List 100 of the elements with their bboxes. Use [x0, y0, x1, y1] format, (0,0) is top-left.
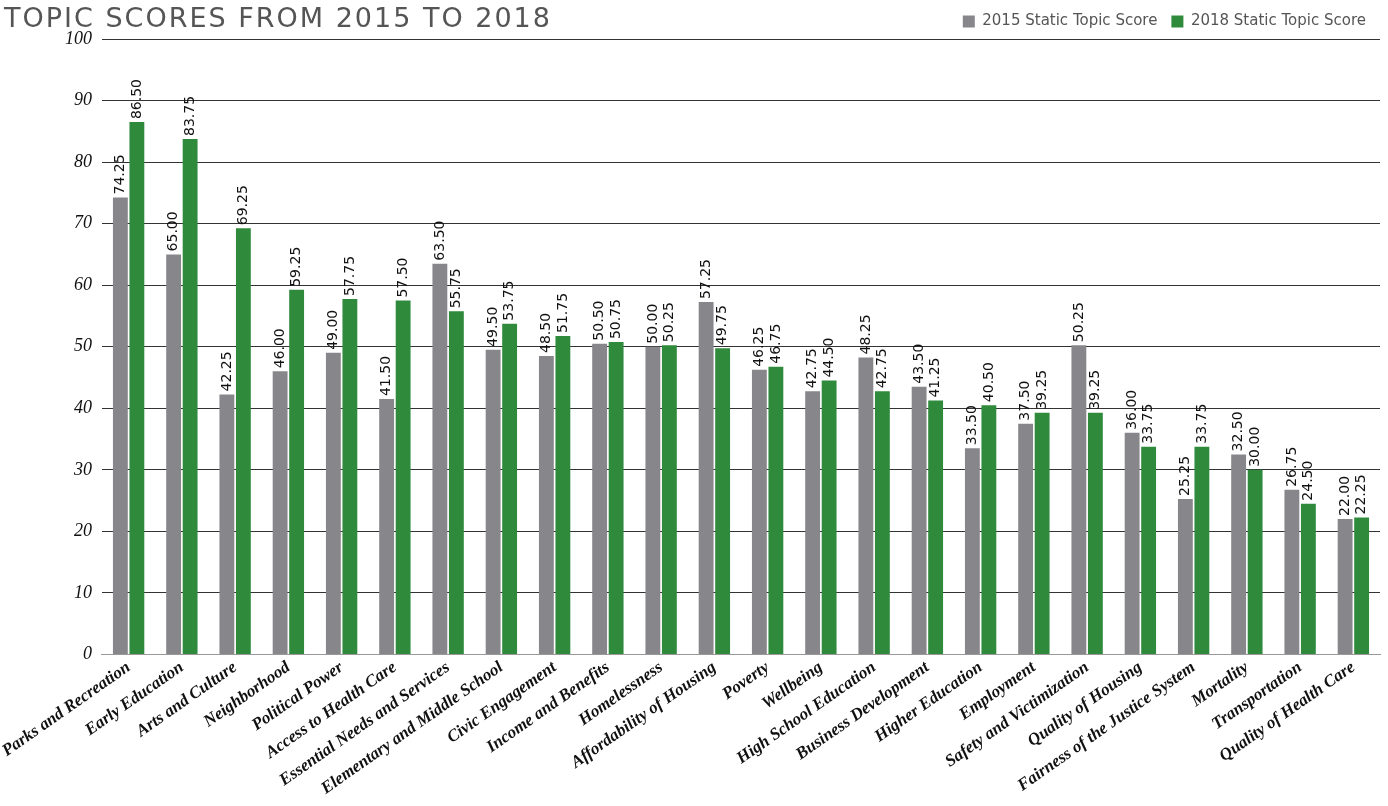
y-tick-label: 90: [74, 89, 92, 110]
bar: [592, 343, 608, 654]
data-label: 22.25: [1352, 474, 1369, 515]
bar: [485, 349, 501, 654]
y-tick-label: 80: [74, 150, 92, 171]
bar: [874, 391, 890, 654]
bar: [272, 371, 288, 654]
data-label: 39.25: [1086, 369, 1103, 410]
bar: [166, 254, 182, 654]
bar: [1231, 454, 1247, 654]
data-label: 83.75: [180, 95, 197, 137]
data-label: 26.75: [1282, 446, 1299, 487]
data-label: 44.50: [819, 337, 836, 378]
data-label: 63.50: [430, 220, 447, 261]
y-tick-label: 0: [83, 643, 92, 664]
data-label: 42.75: [873, 348, 890, 389]
data-label: 41.50: [377, 355, 394, 397]
data-label: 43.50: [909, 343, 926, 384]
bar: [448, 311, 464, 654]
data-label: 42.75: [803, 348, 820, 389]
data-label: 46.00: [270, 328, 287, 369]
data-label: 74.25: [111, 154, 128, 195]
data-label: 30.00: [1245, 426, 1262, 467]
data-label: 51.75: [553, 292, 570, 333]
data-label: 57.25: [696, 259, 713, 300]
data-label: 25.25: [1176, 455, 1193, 497]
data-label: 40.50: [979, 362, 996, 403]
bar: [1071, 345, 1087, 654]
bar: [981, 405, 997, 654]
data-label: 59.25: [287, 246, 304, 287]
bar: [112, 197, 128, 654]
bar: [645, 346, 661, 654]
bar: [538, 355, 554, 654]
data-label: 69.25: [234, 185, 251, 226]
y-tick-label: 30: [73, 458, 92, 479]
bar: [325, 352, 341, 654]
bar: [1124, 432, 1140, 654]
bar: [1284, 489, 1300, 654]
bar: [1087, 412, 1103, 654]
bar: [235, 228, 251, 654]
data-label: 50.25: [1069, 302, 1086, 343]
bar: [342, 299, 358, 654]
data-label: 36.00: [1122, 389, 1139, 430]
y-tick-label: 70: [74, 212, 92, 233]
data-label: 24.50: [1299, 460, 1316, 501]
data-label: 49.50: [483, 306, 500, 347]
bar: [1018, 423, 1034, 654]
bar: [608, 342, 624, 654]
bar: [129, 122, 145, 654]
bar: [751, 369, 767, 654]
y-tick-label: 20: [74, 520, 92, 541]
bar: [928, 400, 944, 654]
bar: [1194, 446, 1210, 654]
data-label: 86.50: [127, 78, 144, 120]
bar: [698, 302, 714, 654]
bar: [555, 335, 571, 654]
bar: [821, 380, 837, 654]
data-label: 50.75: [606, 299, 623, 340]
bar: [1337, 519, 1353, 654]
data-label: 39.25: [1032, 369, 1049, 410]
bar: [911, 386, 927, 654]
data-label: 46.25: [750, 326, 767, 367]
bar: [805, 391, 821, 654]
data-label: 50.00: [643, 303, 660, 344]
bar: [715, 348, 731, 654]
bar: [219, 394, 235, 654]
data-label: 41.25: [926, 357, 943, 398]
legend-label: 2018 Static Topic Score: [1190, 11, 1366, 30]
y-tick-label: 60: [74, 273, 92, 294]
data-label: 49.75: [713, 305, 730, 346]
data-label: 55.75: [447, 268, 464, 309]
data-label: 22.00: [1335, 475, 1352, 517]
bar: [661, 345, 677, 654]
bar: [395, 300, 411, 654]
bar: [289, 289, 305, 654]
y-tick-label: 100: [65, 27, 92, 48]
data-label: 50.50: [590, 300, 607, 341]
data-label: 42.25: [217, 351, 234, 392]
bar: [1034, 412, 1050, 654]
bar: [768, 366, 784, 654]
data-label: 46.75: [766, 323, 783, 364]
bar: [1177, 499, 1193, 654]
bar: [379, 399, 395, 654]
bar: [964, 448, 980, 654]
y-tick-label: 50: [74, 335, 92, 356]
data-label: 53.75: [500, 280, 517, 321]
data-label: 65.00: [164, 211, 181, 252]
bar: [1354, 517, 1370, 654]
bar: [502, 323, 518, 654]
data-label: 57.75: [340, 255, 357, 297]
bar: [432, 263, 448, 654]
bar: [1247, 469, 1263, 654]
bar: [1141, 446, 1157, 654]
data-label: 57.50: [393, 257, 410, 298]
bar: [1300, 503, 1316, 654]
y-tick-label: 40: [74, 396, 92, 417]
bar: [858, 357, 874, 654]
data-label: 33.75: [1139, 403, 1156, 444]
data-label: 48.25: [856, 314, 873, 355]
data-label: 37.50: [1016, 380, 1033, 421]
